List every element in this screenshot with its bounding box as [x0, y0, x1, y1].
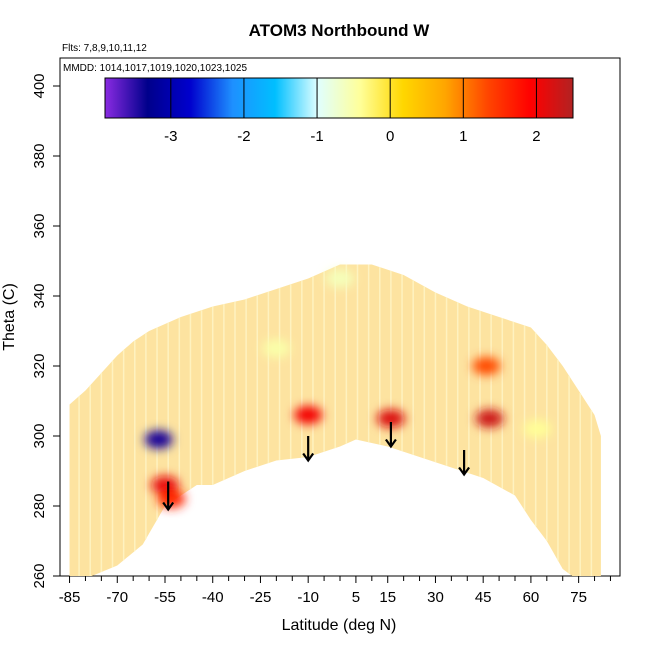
x-tick-label: 60: [523, 589, 540, 606]
y-tick-label: 320: [31, 353, 48, 378]
descent-arrow-head: [458, 466, 470, 477]
y-tick-label: 260: [31, 563, 48, 588]
chart-title: ATOM3 Northbound W: [249, 21, 431, 40]
colorbar-tick-label: 2: [532, 128, 540, 145]
x-tick-label: -25: [250, 589, 272, 606]
descent-arrow-head: [385, 438, 397, 449]
y-tick-label: 360: [31, 213, 48, 238]
colorbar: [104, 77, 574, 119]
x-tick-label: 75: [570, 589, 587, 606]
flights-label: Flts: 7,8,9,10,11,12: [62, 43, 147, 54]
x-tick-label: -85: [59, 589, 81, 606]
anomaly-patch: [262, 339, 291, 358]
x-tick-label: 30: [427, 589, 444, 606]
x-axis: -85 -70 -55 -40 -25 -10 5 15 30 45 60 75: [59, 576, 611, 606]
y-tick-label: 340: [31, 283, 48, 308]
x-tick-label: 15: [379, 589, 396, 606]
y-tick-label: 300: [31, 423, 48, 448]
x-tick-label: -70: [106, 589, 128, 606]
colorbar-tick-label: -2: [237, 128, 250, 145]
colorbar-ticks: -3 -2 -1 0 1 2: [164, 78, 541, 145]
colorbar-tick-label: 0: [386, 128, 394, 145]
colorbar-tick-label: -3: [164, 128, 177, 145]
y-tick-label: 400: [31, 73, 48, 98]
descent-arrow-head: [162, 501, 175, 512]
anomaly-patch: [144, 430, 173, 449]
anomaly-patch: [151, 476, 179, 494]
anomaly-patch: [475, 409, 504, 428]
anomaly-layer: [144, 269, 552, 508]
anomaly-patch: [294, 406, 323, 424]
colorbar-tick-label: 1: [459, 128, 467, 145]
anomaly-patch: [472, 357, 501, 375]
y-tick-label: 380: [31, 143, 48, 168]
anomaly-patch: [326, 269, 354, 288]
x-axis-label: Latitude (deg N): [282, 617, 397, 634]
colorbar-tick-label: -1: [310, 128, 323, 145]
x-tick-label: 45: [475, 589, 492, 606]
y-axis-label: Theta (C): [1, 283, 18, 351]
x-tick-label: -55: [154, 589, 176, 606]
plot-area: [69, 264, 601, 576]
x-tick-label: -40: [202, 589, 224, 606]
x-tick-label: 5: [352, 589, 360, 606]
anomaly-patch: [523, 420, 552, 438]
y-axis: 260 280 300 320 340 360 380 400: [31, 73, 60, 589]
x-tick-label: -10: [297, 589, 319, 606]
field-texture: [78, 264, 593, 576]
y-tick-label: 280: [31, 493, 48, 518]
arrow-layer: [162, 422, 470, 512]
anomaly-patch: [376, 409, 405, 428]
descent-arrow-head: [302, 452, 315, 463]
dates-label: MMDD: 1014,1017,1019,1020,1023,1025: [63, 63, 247, 74]
